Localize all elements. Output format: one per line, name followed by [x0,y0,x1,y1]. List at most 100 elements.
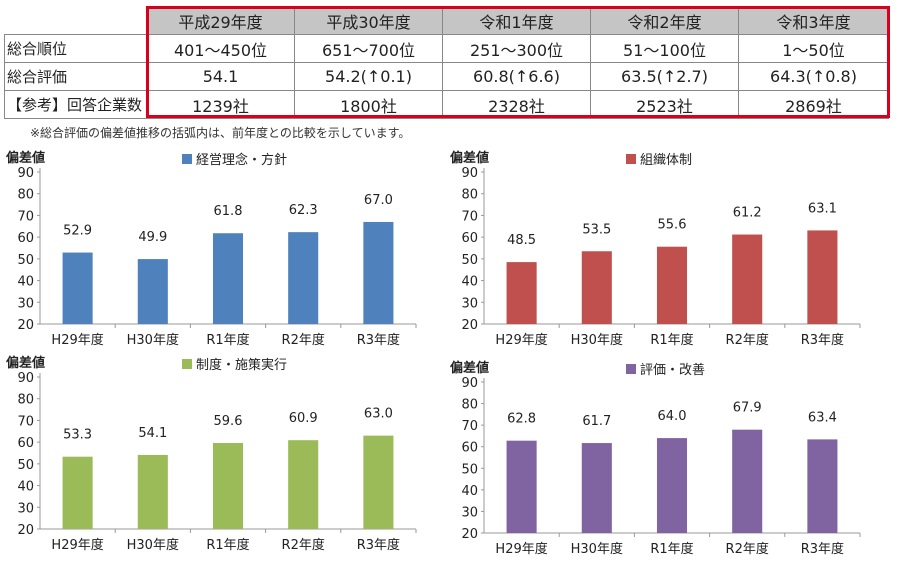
y-axis-title: 偏差値 [450,150,489,166]
summary-cell: 2869社 [738,90,889,119]
summary-row-rank: 総合順位 401～450位 651～700位 251～300位 51～100位 … [4,34,889,63]
data-label: 63.1 [808,201,837,216]
y-tick-label: 40 [461,275,478,290]
data-label: 62.3 [289,203,318,218]
y-tick-label: 40 [17,480,34,495]
legend-label: 組織体制 [640,153,692,168]
y-tick-label: 20 [17,318,34,333]
summary-row-label: 総合評価 [4,62,147,91]
bar [62,456,93,529]
y-tick-label: 30 [17,296,34,311]
bar [732,234,763,324]
data-label: 54.1 [138,426,167,441]
summary-cell: 54.1 [146,62,295,91]
summary-row-score: 総合評価 54.1 54.2(↑0.1) 60.8(↑6.6) 63.5(↑2.… [4,62,889,91]
summary-year-header: 平成29年度 [146,6,295,35]
y-tick-label: 20 [17,523,34,538]
y-tick-label: 30 [17,501,34,516]
y-tick-label: 70 [17,209,34,224]
y-tick-label: 60 [461,231,478,246]
bar [363,435,394,529]
bar [581,251,612,324]
y-tick-label: 90 [461,376,478,391]
legend-label: 制度・施策実行 [196,357,287,373]
summary-cell: 251～300位 [442,34,591,63]
legend-swatch [626,154,636,164]
data-label: 48.5 [507,233,536,248]
y-tick-label: 40 [17,275,34,290]
y-tick-label: 70 [461,209,478,224]
summary-cell: 2523社 [590,90,739,119]
summary-corner [4,6,147,35]
summary-cell: 63.5(↑2.7) [590,62,739,91]
y-tick-label: 70 [461,419,478,434]
legend-swatch [182,359,192,369]
bar [137,259,168,324]
y-tick-label: 70 [17,414,34,429]
y-tick-label: 80 [461,188,478,203]
summary-year-header: 令和2年度 [590,6,739,35]
bar [581,443,612,533]
x-tick-label: R1年度 [650,332,693,348]
x-tick-label: H30年度 [127,537,179,553]
y-axis-title: 偏差値 [450,360,489,376]
bar [656,246,688,324]
data-label: 62.8 [507,412,536,427]
bar [807,230,838,324]
summary-row-label: 【参考】回答企業数 [4,90,147,119]
table-note: ※総合評価の偏差値推移の括弧内は、前年度との比較を示しています。 [30,126,411,140]
x-tick-label: R2年度 [726,541,769,557]
summary-cell: 51～100位 [590,34,739,63]
y-tick-label: 50 [17,253,34,268]
chart-evaluation-improvement: 偏差値 評価・改善 20 30 40 50 60 70 80 90 62.8 H29年度 61.7 H30… [448,360,872,573]
data-label: 61.8 [214,204,243,219]
y-tick-label: 60 [17,436,34,451]
y-tick-label: 80 [461,398,478,413]
y-tick-label: 90 [17,371,34,386]
y-tick-label: 20 [461,527,478,542]
bar [807,439,838,533]
x-tick-label: R2年度 [282,332,325,348]
summary-cell: 54.2(↑0.1) [294,62,443,91]
summary-cell: 651～700位 [294,34,443,63]
summary-cell: 1～50位 [738,34,889,63]
data-label: 63.4 [808,410,837,425]
summary-cell: 1239社 [146,90,295,119]
x-tick-label: R3年度 [801,541,844,557]
data-label: 67.0 [364,193,393,208]
x-tick-label: R3年度 [357,332,400,348]
x-tick-label: R2年度 [726,332,769,348]
bar [212,443,244,529]
data-label: 53.3 [63,428,92,443]
x-tick-label: R2年度 [282,537,325,553]
bar [656,438,688,533]
bar [732,429,763,533]
data-label: 59.6 [214,414,243,429]
x-tick-label: H30年度 [571,332,623,348]
x-tick-label: H30年度 [127,332,179,348]
x-tick-label: H29年度 [51,537,103,553]
y-tick-label: 60 [17,231,34,246]
y-tick-label: 80 [17,393,34,408]
data-label: 60.9 [289,411,318,426]
data-label: 67.9 [733,401,762,416]
x-tick-label: R3年度 [801,332,844,348]
data-label: 49.9 [138,230,167,245]
x-tick-label: H30年度 [571,541,623,557]
bar [137,454,168,529]
summary-header-row: 平成29年度 平成30年度 令和1年度 令和2年度 令和3年度 [4,6,889,35]
y-tick-label: 40 [461,484,478,499]
summary-year-header: 令和3年度 [738,6,889,35]
summary-cell: 64.3(↑0.8) [738,62,889,91]
y-tick-label: 90 [461,166,478,181]
y-tick-label: 20 [461,318,478,333]
bar [212,233,244,324]
y-tick-label: 50 [17,458,34,473]
summary-row-companies: 【参考】回答企業数 1239社 1800社 2328社 2523社 2869社 [4,90,889,119]
summary-row-label: 総合順位 [4,34,147,63]
y-tick-label: 30 [461,505,478,520]
data-label: 53.5 [582,222,611,237]
summary-cell: 2328社 [442,90,591,119]
y-axis-title: 偏差値 [6,150,45,166]
y-tick-label: 80 [17,188,34,203]
